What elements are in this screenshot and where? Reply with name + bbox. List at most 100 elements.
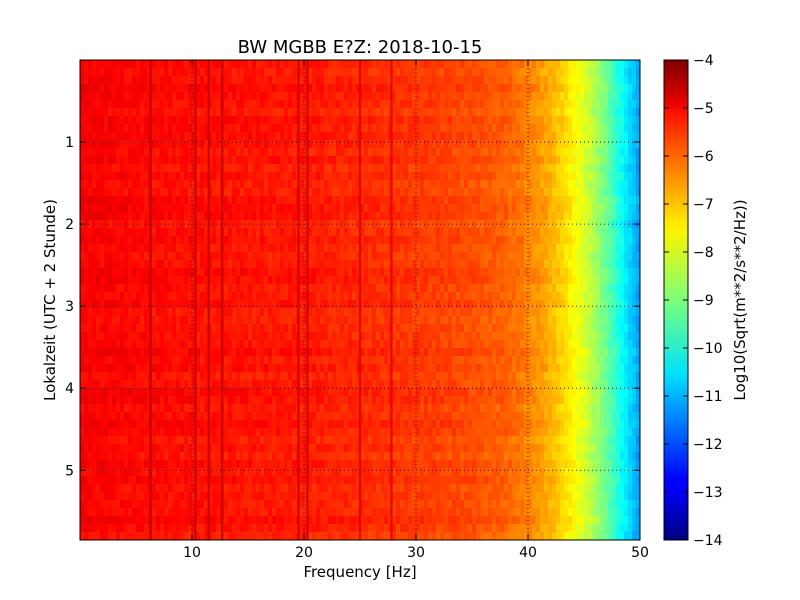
- heatmap-cell: [96, 164, 101, 173]
- heatmap-cell: [468, 172, 473, 181]
- heatmap-cell: [320, 132, 325, 141]
- heatmap-cell: [552, 60, 557, 69]
- heatmap-cell: [144, 148, 149, 157]
- heatmap-cell: [280, 84, 285, 93]
- heatmap-cell: [428, 84, 433, 93]
- heatmap-cell: [384, 316, 389, 325]
- heatmap-cell: [344, 220, 349, 229]
- heatmap-cell: [188, 132, 193, 141]
- heatmap-cell: [204, 172, 209, 181]
- heatmap-cell: [336, 244, 341, 253]
- heatmap-cell: [492, 276, 497, 285]
- heatmap-cell: [332, 332, 337, 341]
- heatmap-cell: [172, 172, 177, 181]
- heatmap-cell: [568, 276, 573, 285]
- heatmap-cell: [324, 204, 329, 213]
- heatmap-cell: [124, 268, 129, 277]
- heatmap-cell: [96, 236, 101, 245]
- heatmap-cell: [380, 196, 385, 205]
- heatmap-cell: [592, 276, 597, 285]
- heatmap-cell: [348, 68, 353, 77]
- heatmap-cell: [524, 68, 529, 77]
- heatmap-cell: [212, 148, 217, 157]
- heatmap-cell: [620, 60, 625, 69]
- heatmap-cell: [248, 260, 253, 269]
- heatmap-cell: [476, 100, 481, 109]
- heatmap-cell: [468, 220, 473, 229]
- heatmap-cell: [480, 188, 485, 197]
- heatmap-cell: [140, 172, 145, 181]
- heatmap-cell: [600, 196, 605, 205]
- heatmap-cell: [436, 76, 441, 85]
- heatmap-cell: [472, 292, 477, 301]
- heatmap-cell: [484, 68, 489, 77]
- heatmap-cell: [112, 204, 117, 213]
- heatmap-cell: [616, 252, 621, 261]
- heatmap-cell: [252, 108, 257, 117]
- heatmap-cell: [516, 212, 521, 221]
- heatmap-cell: [256, 124, 261, 133]
- heatmap-cell: [412, 284, 417, 293]
- heatmap-cell: [260, 300, 265, 309]
- heatmap-cell: [292, 220, 297, 229]
- heatmap-cell: [164, 116, 169, 125]
- heatmap-cell: [120, 268, 125, 277]
- heatmap-cell: [312, 276, 317, 285]
- heatmap-cell: [548, 116, 553, 125]
- heatmap-cell: [188, 156, 193, 165]
- heatmap-cell: [428, 204, 433, 213]
- heatmap-cell: [632, 180, 637, 189]
- heatmap-cell: [568, 188, 573, 197]
- heatmap-cell: [424, 116, 429, 125]
- heatmap-cell: [444, 204, 449, 213]
- heatmap-cell: [348, 156, 353, 165]
- heatmap-cell: [528, 324, 533, 333]
- heatmap-cell: [476, 116, 481, 125]
- heatmap-cell: [464, 132, 469, 141]
- heatmap-cell: [532, 236, 537, 245]
- heatmap-cell: [456, 340, 461, 349]
- heatmap-cell: [256, 236, 261, 245]
- heatmap-cell: [392, 132, 397, 141]
- heatmap-cell: [328, 260, 333, 269]
- heatmap-cell: [536, 188, 541, 197]
- heatmap-cell: [400, 140, 405, 149]
- heatmap-cell: [572, 180, 577, 189]
- heatmap-cell: [364, 108, 369, 117]
- heatmap-cell: [256, 204, 261, 213]
- heatmap-cell: [168, 220, 173, 229]
- heatmap-cell: [320, 108, 325, 117]
- heatmap-cell: [484, 276, 489, 285]
- heatmap-cell: [420, 92, 425, 101]
- heatmap-cell: [352, 84, 357, 93]
- heatmap-cell: [224, 132, 229, 141]
- heatmap-cell: [472, 260, 477, 269]
- heatmap-cell: [404, 196, 409, 205]
- heatmap-cell: [544, 156, 549, 165]
- heatmap-cell: [268, 76, 273, 85]
- heatmap-cell: [600, 316, 605, 325]
- heatmap-cell: [252, 340, 257, 349]
- heatmap-cell: [96, 332, 101, 341]
- heatmap-cell: [608, 116, 613, 125]
- heatmap-cell: [92, 196, 97, 205]
- heatmap-cell: [84, 140, 89, 149]
- heatmap-cell: [100, 236, 105, 245]
- heatmap-cell: [584, 84, 589, 93]
- heatmap-cell: [404, 132, 409, 141]
- heatmap-cell: [348, 284, 353, 293]
- heatmap-cell: [392, 76, 397, 85]
- heatmap-cell: [500, 308, 505, 317]
- heatmap-cell: [320, 124, 325, 133]
- heatmap-cell: [92, 308, 97, 317]
- heatmap-cell: [408, 292, 413, 301]
- heatmap-cell: [300, 276, 305, 285]
- heatmap-cell: [604, 252, 609, 261]
- heatmap-cell: [504, 268, 509, 277]
- heatmap-cell: [88, 212, 93, 221]
- heatmap-cell: [128, 292, 133, 301]
- heatmap-cell: [216, 228, 221, 237]
- heatmap-cell: [400, 220, 405, 229]
- heatmap-cell: [356, 308, 361, 317]
- heatmap-cell: [276, 172, 281, 181]
